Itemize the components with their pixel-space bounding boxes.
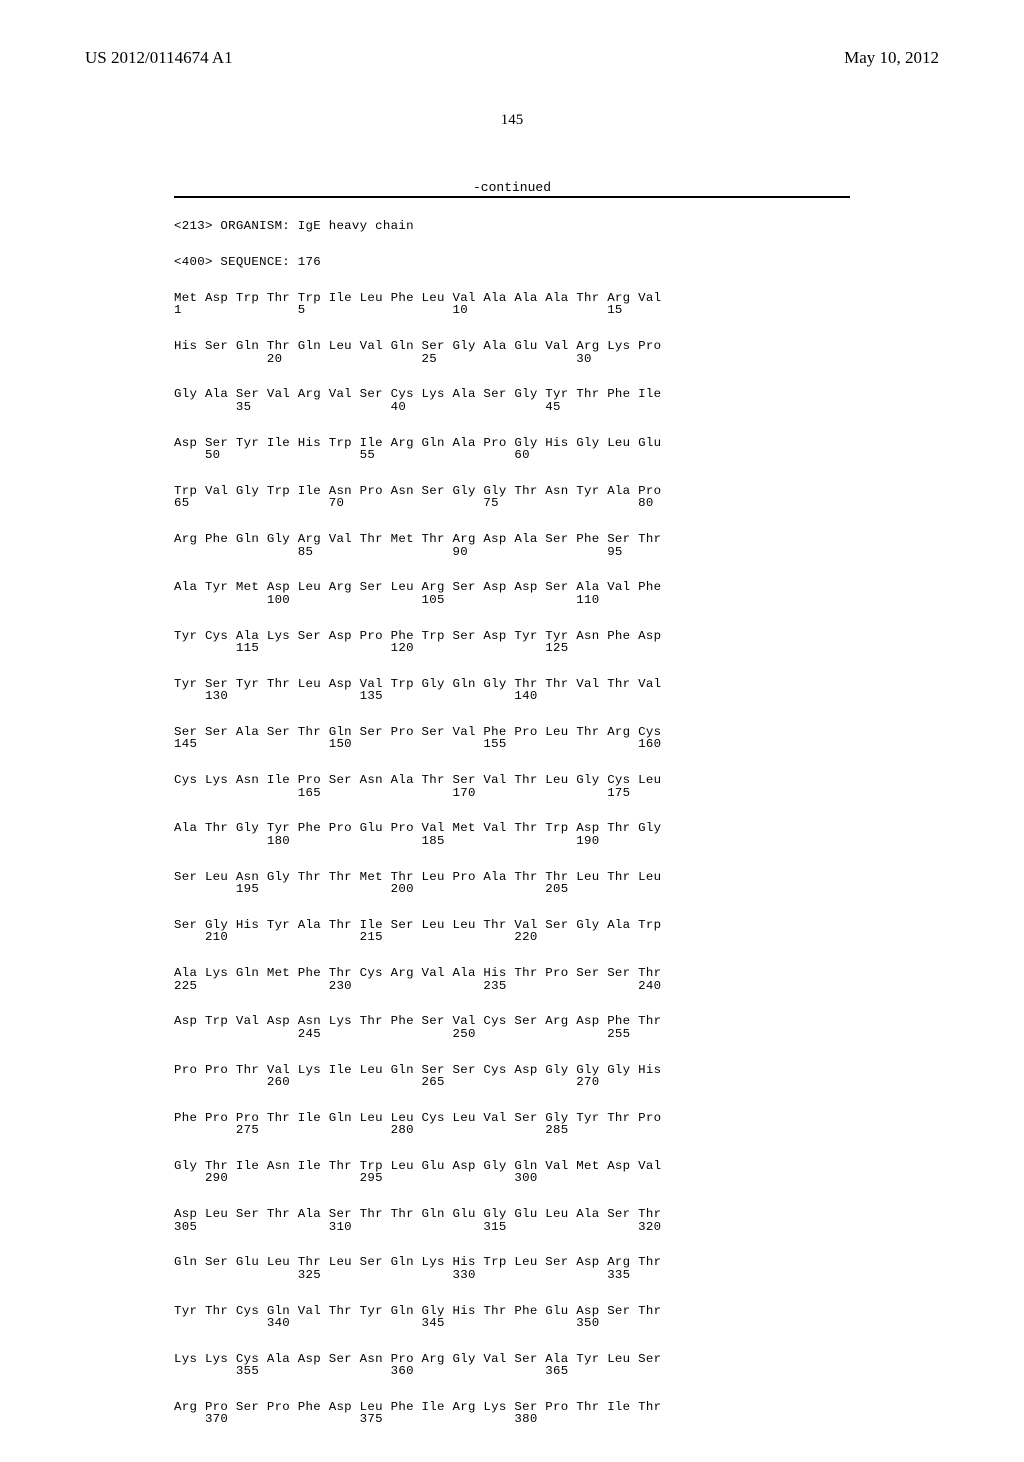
seq-block: His Ser Gln Thr Gln Leu Val Gln Ser Gly … xyxy=(174,340,661,365)
seq-block: Ala Thr Gly Tyr Phe Pro Glu Pro Val Met … xyxy=(174,822,661,847)
page: US 2012/0114674 A1 May 10, 2012 145 -con… xyxy=(0,0,1024,1320)
num-row: 245 250 255 xyxy=(174,1028,661,1040)
aa-row: Ala Tyr Met Asp Leu Arg Ser Leu Arg Ser … xyxy=(174,581,661,593)
aa-row: Ala Lys Gln Met Phe Thr Cys Arg Val Ala … xyxy=(174,967,661,979)
num-row: 1 5 10 15 xyxy=(174,304,661,316)
continued-label: -continued xyxy=(0,180,1024,195)
seq-block: Tyr Cys Ala Lys Ser Asp Pro Phe Trp Ser … xyxy=(174,630,661,655)
page-number: 145 xyxy=(0,112,1024,129)
seq-block: Arg Phe Gln Gly Arg Val Thr Met Thr Arg … xyxy=(174,533,661,558)
num-row: 325 330 335 xyxy=(174,1269,661,1281)
aa-row: Gln Ser Glu Leu Thr Leu Ser Gln Lys His … xyxy=(174,1256,661,1268)
num-row: 85 90 95 xyxy=(174,546,661,558)
num-row: 145 150 155 160 xyxy=(174,738,661,750)
num-row: 290 295 300 xyxy=(174,1172,661,1184)
seq-block: Cys Lys Asn Ile Pro Ser Asn Ala Thr Ser … xyxy=(174,774,661,799)
seq-block: Asp Leu Ser Thr Ala Ser Thr Thr Gln Glu … xyxy=(174,1208,661,1233)
seq-block: Gln Ser Glu Leu Thr Leu Ser Gln Lys His … xyxy=(174,1256,661,1281)
seq-block: Ser Ser Ala Ser Thr Gln Ser Pro Ser Val … xyxy=(174,726,661,751)
patent-pub-number: US 2012/0114674 A1 xyxy=(85,48,233,68)
seq-block: Arg Pro Ser Pro Phe Asp Leu Phe Ile Arg … xyxy=(174,1401,661,1426)
sequence-listing: <213> ORGANISM: IgE heavy chain <400> SE… xyxy=(174,208,661,1462)
num-row: 260 265 270 xyxy=(174,1076,661,1088)
seq-block: Gly Thr Ile Asn Ile Thr Trp Leu Glu Asp … xyxy=(174,1160,661,1185)
seq-block: Phe Pro Pro Thr Ile Gln Leu Leu Cys Leu … xyxy=(174,1112,661,1137)
num-row: 65 70 75 80 xyxy=(174,497,661,509)
num-row: 340 345 350 xyxy=(174,1317,661,1329)
num-row: 195 200 205 xyxy=(174,883,661,895)
num-row: 225 230 235 240 xyxy=(174,980,661,992)
seq-block: Pro Pro Thr Val Lys Ile Leu Gln Ser Ser … xyxy=(174,1064,661,1089)
num-row: 305 310 315 320 xyxy=(174,1221,661,1233)
seq-block: Gly Ala Ser Val Arg Val Ser Cys Lys Ala … xyxy=(174,388,661,413)
aa-row: Cys Lys Asn Ile Pro Ser Asn Ala Thr Ser … xyxy=(174,774,661,786)
seq-block: Ala Tyr Met Asp Leu Arg Ser Leu Arg Ser … xyxy=(174,581,661,606)
aa-row: Arg Phe Gln Gly Arg Val Thr Met Thr Arg … xyxy=(174,533,661,545)
aa-row: Asp Trp Val Asp Asn Lys Thr Phe Ser Val … xyxy=(174,1015,661,1027)
num-row: 355 360 365 xyxy=(174,1365,661,1377)
num-row: 130 135 140 xyxy=(174,690,661,702)
aa-row: Lys Lys Cys Ala Asp Ser Asn Pro Arg Gly … xyxy=(174,1353,661,1365)
seq-block: Tyr Thr Cys Gln Val Thr Tyr Gln Gly His … xyxy=(174,1305,661,1330)
num-row: 50 55 60 xyxy=(174,449,661,461)
seq-block: Ser Leu Asn Gly Thr Thr Met Thr Leu Pro … xyxy=(174,871,661,896)
rule-top xyxy=(174,196,850,198)
seq-block: Trp Val Gly Trp Ile Asn Pro Asn Ser Gly … xyxy=(174,485,661,510)
organism-line: <213> ORGANISM: IgE heavy chain xyxy=(174,220,661,232)
seq-block: Tyr Ser Tyr Thr Leu Asp Val Trp Gly Gln … xyxy=(174,678,661,703)
num-row: 115 120 125 xyxy=(174,642,661,654)
seq-block: Lys Lys Cys Ala Asp Ser Asn Pro Arg Gly … xyxy=(174,1353,661,1378)
seq-block: Asp Trp Val Asp Asn Lys Thr Phe Ser Val … xyxy=(174,1015,661,1040)
aa-row: His Ser Gln Thr Gln Leu Val Gln Ser Gly … xyxy=(174,340,661,352)
num-row: 210 215 220 xyxy=(174,931,661,943)
num-row: 20 25 30 xyxy=(174,353,661,365)
seq-block: Ala Lys Gln Met Phe Thr Cys Arg Val Ala … xyxy=(174,967,661,992)
num-row: 165 170 175 xyxy=(174,787,661,799)
sequence-id-line: <400> SEQUENCE: 176 xyxy=(174,256,661,268)
pub-date: May 10, 2012 xyxy=(844,48,939,68)
num-row: 100 105 110 xyxy=(174,594,661,606)
num-row: 35 40 45 xyxy=(174,401,661,413)
aa-row: Gly Ala Ser Val Arg Val Ser Cys Lys Ala … xyxy=(174,388,661,400)
aa-row: Ala Thr Gly Tyr Phe Pro Glu Pro Val Met … xyxy=(174,822,661,834)
num-row: 370 375 380 xyxy=(174,1413,661,1425)
num-row: 180 185 190 xyxy=(174,835,661,847)
seq-block: Met Asp Trp Thr Trp Ile Leu Phe Leu Val … xyxy=(174,292,661,317)
aa-row: Arg Pro Ser Pro Phe Asp Leu Phe Ile Arg … xyxy=(174,1401,661,1413)
num-row: 275 280 285 xyxy=(174,1124,661,1136)
seq-block: Asp Ser Tyr Ile His Trp Ile Arg Gln Ala … xyxy=(174,437,661,462)
aa-row: Asp Leu Ser Thr Ala Ser Thr Thr Gln Glu … xyxy=(174,1208,661,1220)
seq-block: Ser Gly His Tyr Ala Thr Ile Ser Leu Leu … xyxy=(174,919,661,944)
